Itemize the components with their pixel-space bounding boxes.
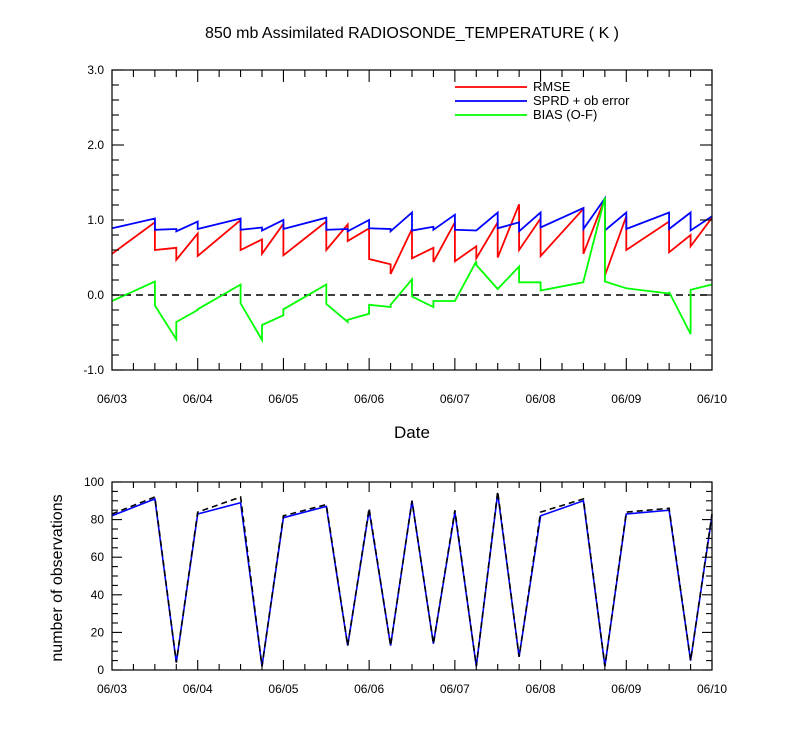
y-tick-label: 20 [91, 625, 105, 639]
legend-label: SPRD + ob error [533, 93, 630, 108]
y-tick-label: 0 [97, 663, 104, 677]
bottom-plot-frame [111, 481, 713, 671]
y-tick-label: 80 [91, 513, 105, 527]
x-tick-label: 06/07 [440, 392, 470, 406]
y-tick-label: 2.0 [87, 138, 104, 152]
x-tick-label: 06/04 [183, 392, 213, 406]
y-tick-label: 0.0 [87, 288, 104, 302]
x-tick-label: 06/03 [97, 392, 127, 406]
x-tick-label: 06/06 [354, 682, 384, 696]
x-tick-label: 06/10 [697, 392, 727, 406]
y-tick-label: 100 [84, 475, 104, 489]
x-tick-label: 06/07 [440, 682, 470, 696]
x-axis-title: Date [394, 423, 430, 442]
y-tick-label: 1.0 [87, 213, 104, 227]
x-tick-label: 06/06 [354, 392, 384, 406]
legend-label: BIAS (O-F) [533, 107, 597, 122]
y-tick-label: 3.0 [87, 63, 104, 77]
x-tick-label: 06/04 [183, 682, 213, 696]
y-axis-title: number of observations [49, 494, 66, 661]
assimilated-series-line [111, 493, 713, 667]
total-series-line [111, 491, 713, 667]
x-tick-label: 06/08 [526, 392, 556, 406]
chart-title: 850 mb Assimilated RADIOSONDE_TEMPERATUR… [205, 25, 619, 42]
x-tick-label: 06/05 [268, 392, 298, 406]
x-tick-label: 06/09 [611, 682, 641, 696]
x-tick-label: 06/09 [611, 392, 641, 406]
x-tick-label: 06/08 [526, 682, 556, 696]
y-tick-label: -1.0 [83, 363, 104, 377]
x-tick-label: 06/03 [97, 682, 127, 696]
x-tick-label: 06/05 [268, 682, 298, 696]
y-tick-label: 40 [91, 588, 105, 602]
bias-o-f-series-line [111, 197, 713, 344]
observation-count-chart: 06/03 06/04 06/05 06/06 06/07 06/08 06/09 06/10… [49, 475, 727, 696]
rmse-chart: 850 mb Assimilated RADIOSONDE_TEMPERATUR… [83, 25, 727, 442]
y-tick-label: 60 [91, 550, 105, 564]
x-tick-label: 06/10 [697, 682, 727, 696]
rmse-series-line [111, 197, 713, 276]
legend-label: RMSE [533, 79, 571, 94]
